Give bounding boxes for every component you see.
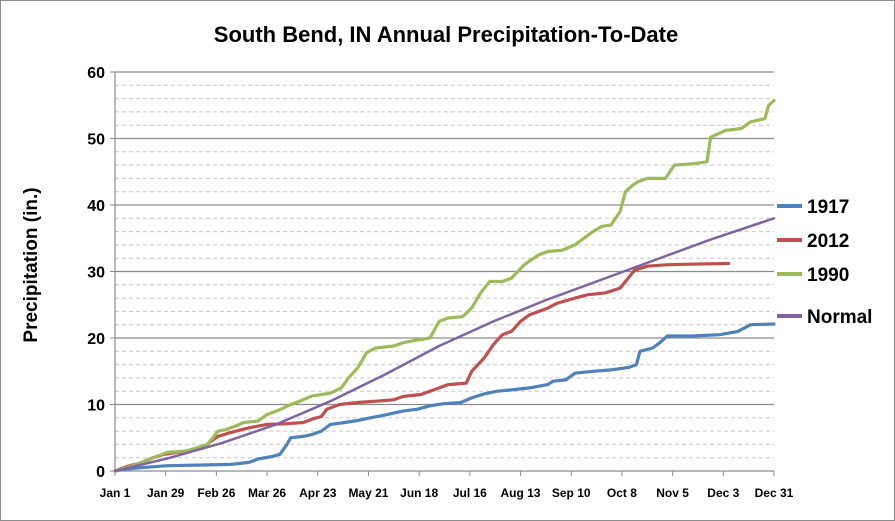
legend-label-1917: 1917: [807, 197, 849, 218]
x-tick-labels: Jan 1 Jan 29 Feb 26 Mar 26 Apr 23 May 21 Jun 1…: [100, 486, 794, 500]
x-tick-label: Mar 26: [248, 486, 286, 500]
x-tick-label: Sep 10: [552, 486, 591, 500]
legend-label-1990: 1990: [807, 265, 849, 286]
y-tick-label: 10: [87, 398, 105, 415]
legend-label-2012: 2012: [807, 231, 849, 252]
x-tick-label: Jan 1: [100, 486, 131, 500]
x-tick-label: May 21: [348, 486, 388, 500]
x-tick-label: Feb 26: [197, 486, 235, 500]
y-tick-label: 30: [87, 265, 105, 282]
y-tick-labels: 0 10 20 30 40 50 60: [87, 65, 105, 481]
y-tick-label: 20: [87, 331, 105, 348]
grid-lines: [110, 71, 775, 476]
x-tick-label: Jan 29: [147, 486, 185, 500]
legend: 1917 2012 1990 Normal: [777, 197, 872, 328]
x-tick-label: Apr 23: [299, 486, 337, 500]
x-tick-label: Dec 3: [707, 486, 739, 500]
legend-label-normal: Normal: [807, 307, 872, 328]
y-tick-label: 0: [96, 464, 105, 481]
series-line-1990: [113, 98, 776, 473]
x-tick-label: Aug 13: [501, 486, 541, 500]
x-tick-label: Jun 18: [400, 486, 438, 500]
y-tick-label: 50: [87, 132, 105, 149]
x-tick-label: Dec 31: [755, 486, 794, 500]
x-tick-label: Nov 5: [656, 486, 689, 500]
series-lines: [113, 98, 776, 473]
series-line-1917: [113, 322, 776, 473]
chart-title: South Bend, IN Annual Precipitation-To-D…: [214, 22, 678, 47]
x-tick-label: Jul 16: [453, 486, 487, 500]
y-axis-label: Precipitation (in.): [21, 187, 42, 342]
y-tick-label: 60: [87, 65, 105, 82]
x-tick-label: Oct 8: [607, 486, 637, 500]
y-tick-label: 40: [87, 198, 105, 215]
series-line-2012: [113, 261, 731, 473]
series-line-normal: [113, 217, 776, 473]
